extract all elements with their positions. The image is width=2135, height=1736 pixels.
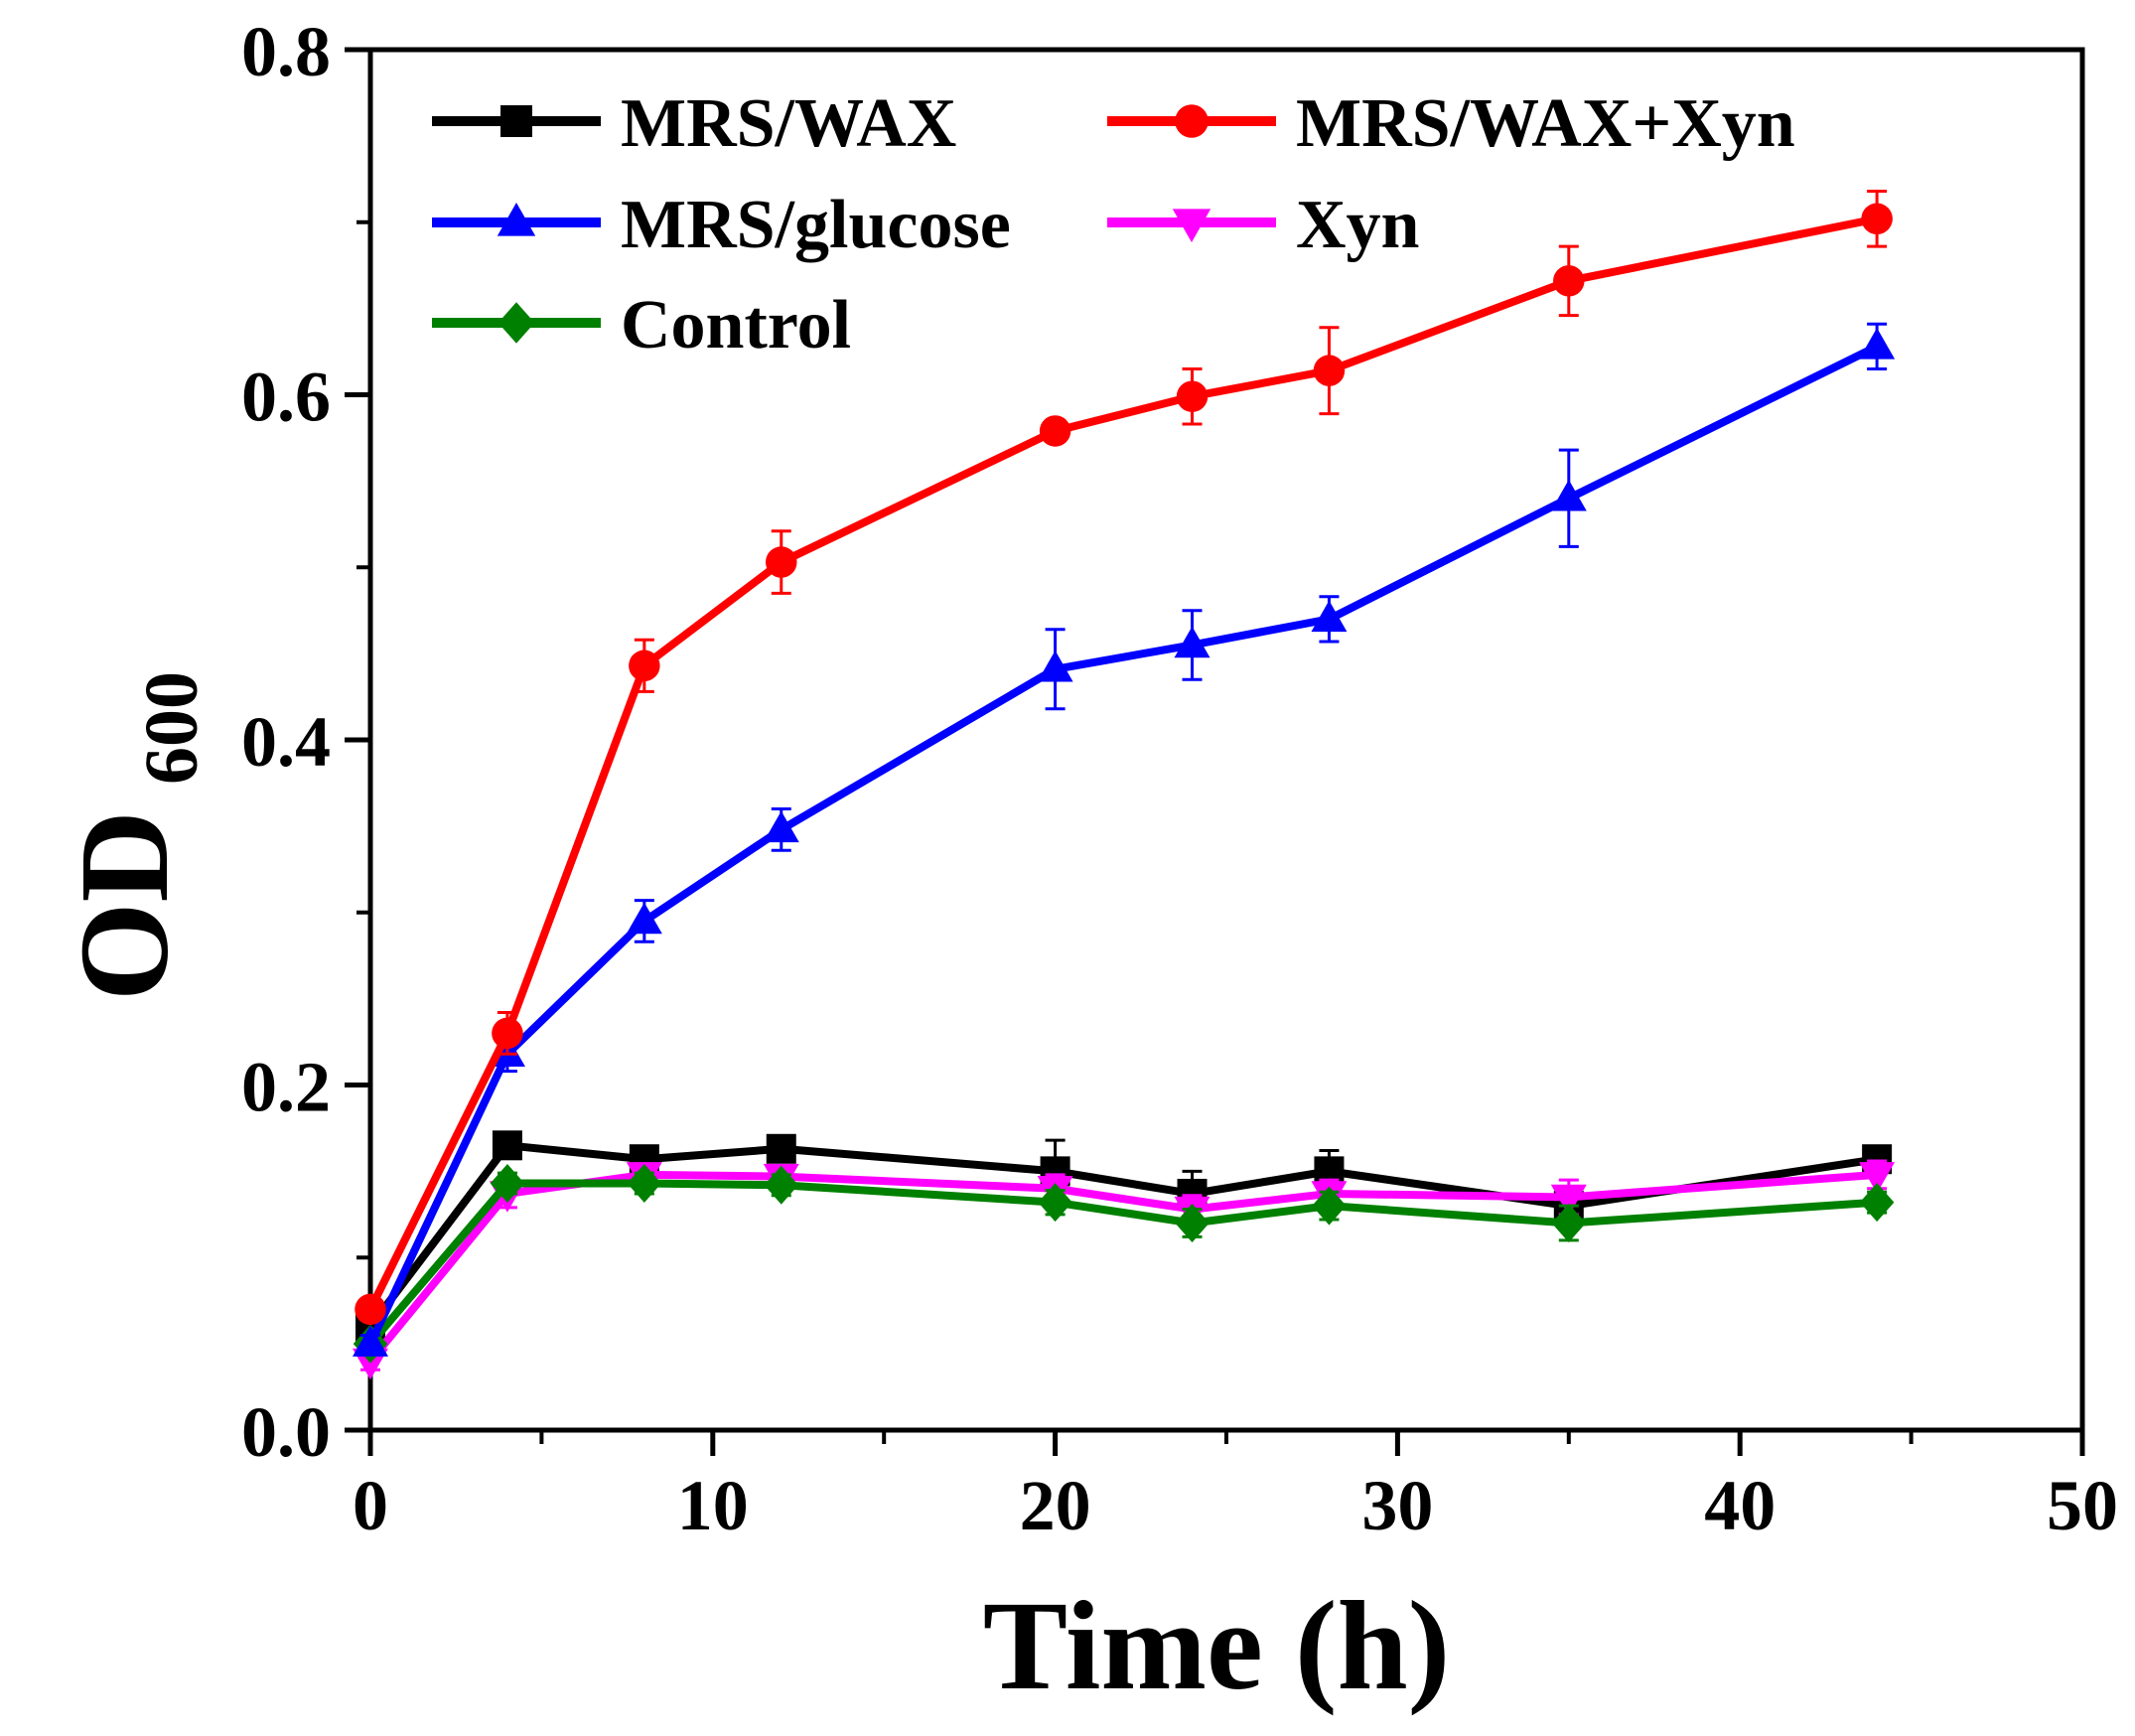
legend-entry-mrs-glucose: MRS/glucose <box>432 187 1011 263</box>
data-point <box>1313 355 1346 386</box>
x-axis-title: Time (h) <box>983 1575 1451 1716</box>
legend-label: MRS/WAX+Xyn <box>1296 85 1795 162</box>
data-point <box>1039 415 1071 447</box>
data-point <box>764 1165 799 1205</box>
y-tick-label: 0.0 <box>241 1392 331 1472</box>
data-point <box>1174 626 1210 658</box>
y-axis-title: OD 600 <box>54 671 214 1001</box>
y-axis-title-main: OD <box>54 810 195 1001</box>
legend-entry-control: Control <box>432 287 851 363</box>
x-tick-label: 20 <box>1020 1466 1091 1545</box>
data-point <box>355 1293 386 1326</box>
series-layer <box>353 189 1896 1380</box>
x-tick-label: 0 <box>353 1466 388 1545</box>
legend: MRS/WAX MRS/WAX+Xyn MRS/glucose Xyn Control <box>432 85 1795 363</box>
legend-marker <box>500 105 532 137</box>
series-line <box>366 1179 1878 1347</box>
y-axis-title-subscript: 600 <box>130 671 214 785</box>
data-point <box>766 546 797 578</box>
y-tick-label: 0.8 <box>241 12 331 91</box>
legend-label: MRS/WAX <box>621 85 956 162</box>
data-point <box>1550 480 1587 511</box>
legend-marker <box>497 203 536 236</box>
data-point <box>627 1164 662 1204</box>
data-point <box>1038 1183 1072 1223</box>
legend-entry-xyn: Xyn <box>1107 187 1419 263</box>
data-point <box>1861 203 1893 235</box>
data-point <box>1311 600 1348 633</box>
data-point <box>1037 651 1073 682</box>
legend-marker <box>498 302 535 344</box>
legend-label: Control <box>621 287 851 363</box>
data-point <box>353 1325 388 1357</box>
data-point <box>766 1133 796 1164</box>
data-point <box>1175 1204 1210 1242</box>
legend-marker <box>1175 104 1209 138</box>
series-mrs-wax <box>356 1130 1893 1342</box>
legend-marker <box>1172 209 1211 242</box>
axis-ticks: 0 10 20 30 40 50 0.0 0.2 0.4 0.6 0.8 <box>241 12 2118 1545</box>
data-point <box>763 810 799 843</box>
data-point <box>1859 1162 1896 1194</box>
series-xyn <box>353 1159 1896 1380</box>
data-point <box>1312 1186 1347 1226</box>
series-mrs-wax-xyn <box>355 189 1893 1326</box>
legend-entry-mrs-wax-xyn: MRS/WAX+Xyn <box>1107 85 1795 162</box>
x-tick-label: 50 <box>2047 1466 2118 1545</box>
data-point <box>490 1164 525 1204</box>
data-point <box>629 650 660 682</box>
legend-label: Xyn <box>1296 187 1419 263</box>
data-point <box>1859 328 1896 360</box>
data-point <box>1553 265 1585 297</box>
data-point <box>626 902 662 935</box>
y-tick-label: 0.2 <box>241 1048 331 1127</box>
y-tick-label: 0.4 <box>241 702 331 782</box>
data-point <box>492 1017 523 1050</box>
legend-label: MRS/glucose <box>621 187 1011 263</box>
data-point <box>1551 1204 1587 1242</box>
legend-entry-mrs-wax: MRS/WAX <box>432 85 956 162</box>
data-point <box>1550 1184 1587 1217</box>
y-tick-label: 0.6 <box>241 358 331 437</box>
data-point <box>492 1130 522 1161</box>
series-mrs-glucose <box>353 322 1896 1357</box>
series-line <box>366 215 1878 1312</box>
x-tick-label: 40 <box>1704 1466 1776 1545</box>
data-point <box>1176 380 1209 412</box>
series-control <box>353 1164 1895 1364</box>
x-tick-label: 10 <box>677 1466 749 1545</box>
series-line <box>366 1141 1878 1330</box>
x-tick-label: 30 <box>1361 1466 1433 1545</box>
series-line <box>366 1170 1878 1365</box>
data-point <box>1859 1183 1895 1223</box>
